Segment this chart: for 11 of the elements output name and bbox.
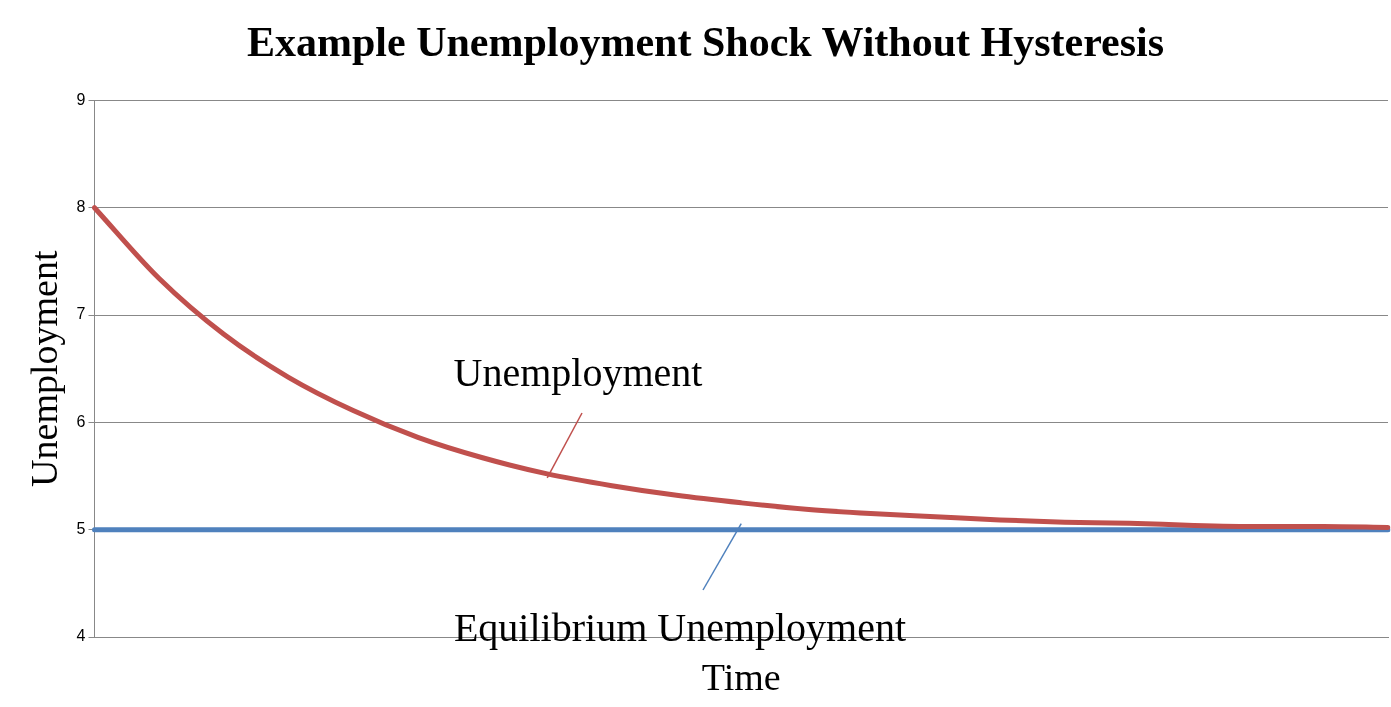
annotation: Equilibrium Unemployment — [453, 604, 907, 650]
x-axis-title: Time — [701, 656, 781, 699]
y-tick-label: 8 — [76, 198, 86, 216]
y-axis-title: Unemployment — [22, 250, 65, 487]
y-tick-label: 7 — [76, 305, 86, 323]
annotation: Unemployment — [453, 349, 703, 395]
y-tick-label: 4 — [76, 627, 86, 645]
y-tick-label: 5 — [76, 520, 86, 538]
y-tick-label: 9 — [76, 90, 86, 108]
chart-title: Example Unemployment Shock Without Hysteresis — [246, 19, 1165, 66]
y-tick-label: 6 — [76, 412, 86, 430]
